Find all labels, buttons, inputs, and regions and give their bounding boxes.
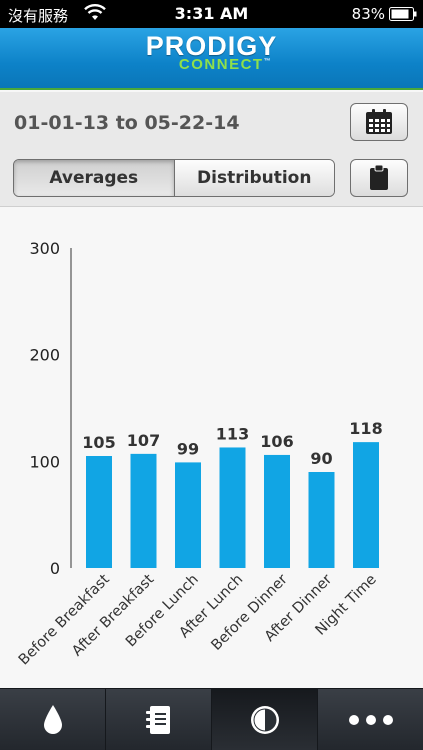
- data-label: 106: [260, 432, 293, 451]
- bar: [264, 454, 290, 568]
- date-range-label: 01-01-13 to 05-22-14: [14, 112, 240, 134]
- drop-icon: [43, 704, 62, 734]
- tab-distribution[interactable]: Distribution: [174, 160, 334, 196]
- bar: [353, 442, 379, 568]
- tab-readings[interactable]: [0, 689, 106, 750]
- data-label: 113: [216, 424, 249, 443]
- y-tick-label: 300: [29, 239, 60, 258]
- calendar-button[interactable]: [350, 103, 408, 141]
- clock: 3:31 AM: [174, 4, 249, 23]
- data-label: 118: [349, 419, 382, 438]
- bar: [219, 447, 246, 568]
- y-tick-label: 100: [29, 452, 60, 471]
- more-icon: [348, 714, 393, 725]
- calendar-icon: [366, 109, 392, 134]
- tab-averages[interactable]: Averages: [14, 160, 175, 196]
- bar: [308, 472, 335, 568]
- averages-chart: 0 100 200 300 105 Before Breakfast 107 After Br…: [0, 208, 423, 688]
- bar: [130, 453, 157, 568]
- tab-statistics[interactable]: [212, 689, 318, 750]
- data-label: 105: [82, 433, 115, 452]
- y-tick-label: 200: [29, 346, 60, 365]
- data-label: 99: [177, 439, 199, 458]
- tab-more[interactable]: [318, 689, 423, 750]
- bar: [86, 456, 112, 568]
- tab-logbook[interactable]: [106, 689, 212, 750]
- chart-circle-icon: [250, 705, 279, 734]
- tab-bar: [0, 688, 423, 750]
- notebook-icon: [145, 705, 170, 734]
- bar: [175, 462, 201, 568]
- app-header: PRODIGY CONNECT™: [0, 28, 423, 90]
- data-label: 107: [127, 431, 160, 450]
- battery-percent: 83%: [351, 5, 385, 23]
- clipboard-button[interactable]: [350, 159, 408, 197]
- status-bar: 沒有服務 3:31 AM 83%: [0, 0, 423, 28]
- data-label: 90: [310, 449, 332, 468]
- logo-sub-text: CONNECT™: [178, 56, 273, 73]
- y-tick-label: 0: [50, 559, 60, 578]
- wifi-icon: [84, 4, 106, 20]
- controls-panel: 01-01-13 to 05-22-14 Averages Distributi…: [0, 92, 423, 207]
- carrier-label: 沒有服務: [8, 7, 69, 25]
- prodigy-connect-logo: PRODIGY CONNECT™: [0, 30, 423, 73]
- category-label: After Breakfast: [69, 571, 157, 659]
- category-label: Before Dinner: [208, 571, 290, 653]
- battery-icon: [389, 7, 417, 21]
- logo-main-text: PRODIGY: [145, 31, 278, 61]
- clipboard-icon: [370, 165, 388, 190]
- view-segmented-control: Averages Distribution: [13, 159, 335, 197]
